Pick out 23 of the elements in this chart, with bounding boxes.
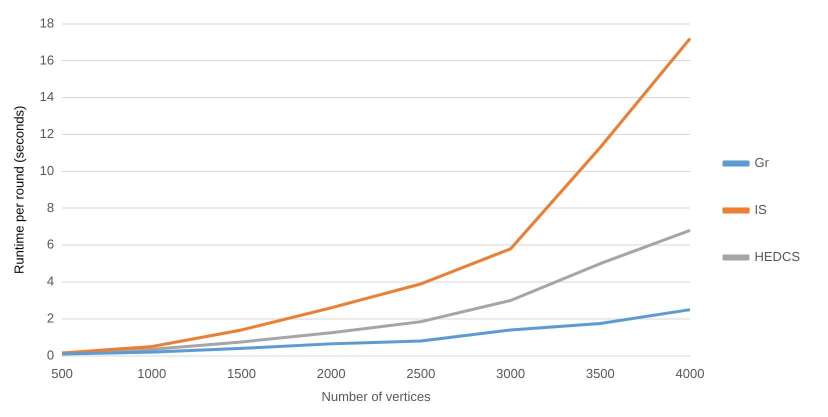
x-tick-label: 3500 [586,366,615,382]
y-tick-label: 4 [46,274,54,289]
y-tick-label: 0 [46,347,54,362]
x-tick-label: 2000 [316,366,346,382]
y-tick-label: 10 [40,162,54,178]
legend-label: Gr [754,155,770,170]
legend-label: IS [754,202,768,218]
y-tick-label: 2 [46,310,54,326]
y-tick-label: 8 [46,200,54,215]
x-tick-label: 3000 [496,366,526,382]
y-axis-title: Runtime per round (seconds) [11,106,26,274]
y-tick-label: 6 [46,236,54,252]
x-axis-title: Number of vertices [321,388,432,404]
y-tick-label: 14 [40,89,54,104]
legend-label: HEDCS [754,249,800,264]
x-tick-label: 1500 [227,366,256,382]
y-tick-label: 16 [40,52,54,68]
x-tick-label: 1000 [137,366,166,382]
y-tick-label: 18 [40,15,54,30]
x-tick-label: 2500 [406,366,436,382]
x-tick-label: 4000 [676,366,704,382]
y-tick-label: 12 [40,126,54,142]
x-tick-label: 500 [51,366,73,382]
